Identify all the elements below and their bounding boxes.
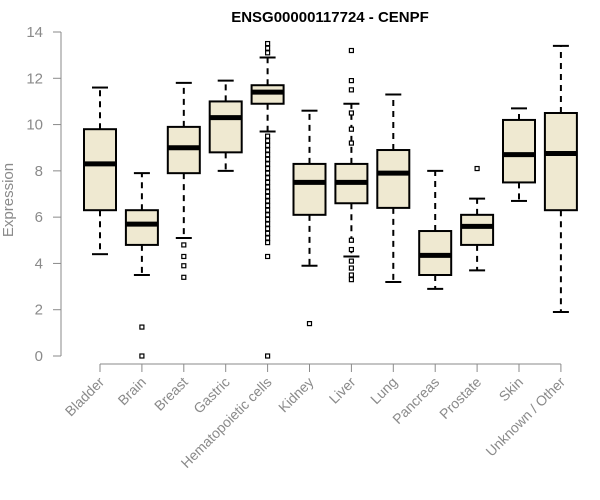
outlier-point — [348, 277, 354, 283]
x-tick-label: Breast — [151, 374, 191, 414]
outlier-point — [265, 45, 271, 51]
outlier-point — [348, 87, 354, 93]
outlier-point — [348, 47, 354, 54]
outlier-point — [265, 235, 271, 241]
x-tick-label: Pancreas — [389, 374, 442, 427]
outlier-point — [265, 147, 271, 153]
outlier-point — [139, 353, 145, 359]
outlier-point — [265, 161, 271, 167]
box-group — [418, 169, 453, 290]
x-tick-label: Lung — [367, 374, 400, 407]
outlier-point — [265, 175, 271, 181]
box-group — [166, 81, 201, 280]
y-tick-label: 8 — [35, 163, 43, 180]
outlier-point — [348, 237, 354, 243]
x-tick-label: Skin — [496, 374, 527, 405]
outlier-point — [265, 230, 271, 236]
outlier-point — [265, 207, 271, 213]
box-group — [250, 40, 285, 359]
outlier-point — [265, 50, 271, 56]
outlier-point — [265, 179, 271, 186]
box-group — [292, 109, 327, 327]
box-group — [502, 107, 536, 202]
x-tick-label: Bladder — [62, 374, 108, 420]
outlier-point — [265, 221, 271, 227]
y-tick-label: 12 — [26, 70, 43, 87]
outlier-point — [181, 274, 187, 280]
y-tick-label: 6 — [35, 209, 43, 226]
outlier-point — [265, 142, 271, 148]
box-iqr — [208, 100, 243, 154]
y-tick-label: 4 — [35, 255, 43, 272]
outlier-point — [265, 240, 271, 246]
box-iqr — [543, 112, 578, 212]
box-iqr — [83, 128, 117, 212]
box-iqr — [376, 149, 411, 209]
box-iqr — [460, 213, 495, 246]
x-tick-label: Liver — [326, 374, 359, 407]
box-iqr — [124, 209, 159, 246]
outlier-point — [474, 165, 480, 172]
y-tick-label: 10 — [26, 117, 43, 134]
outlier-point — [265, 189, 271, 195]
x-tick-label: Brain — [115, 374, 149, 408]
outlier-point — [265, 156, 271, 162]
outlier-point — [348, 265, 354, 271]
y-tick-label: 0 — [35, 348, 43, 365]
box-iqr — [292, 162, 327, 216]
box-group — [124, 172, 159, 359]
outlier-point — [348, 140, 354, 146]
outlier-point — [265, 40, 271, 47]
outlier-point — [265, 170, 271, 176]
y-tick-label: 14 — [26, 24, 43, 41]
outlier-point — [265, 216, 271, 223]
outlier-point — [265, 226, 271, 232]
box-group — [376, 93, 411, 283]
outlier-point — [181, 263, 187, 269]
outlier-point — [265, 184, 271, 190]
outlier-point — [265, 133, 271, 139]
x-tick-label: Unknown / Other — [482, 374, 568, 460]
outlier-point — [181, 242, 187, 248]
outlier-point — [265, 212, 271, 218]
outlier-point — [348, 246, 354, 253]
box-series — [83, 40, 578, 359]
outlier-point — [348, 77, 354, 84]
y-axis: 0 2 4 6 8 10 12 14 — [26, 24, 62, 365]
y-axis-label: Expression — [0, 163, 17, 237]
outlier-point — [265, 253, 271, 260]
outlier-point — [265, 198, 271, 204]
box-group — [334, 47, 369, 283]
outlier-point — [265, 202, 271, 209]
outlier-point — [265, 193, 271, 199]
outlier-point — [348, 110, 354, 116]
box-group — [460, 165, 495, 272]
box-group — [543, 44, 578, 314]
x-tick-label: Kidney — [275, 374, 317, 416]
outlier-point — [265, 138, 271, 144]
box-group — [83, 86, 117, 256]
x-tick-label: Prostate — [436, 374, 484, 422]
outlier-point — [139, 324, 145, 330]
y-tick-label: 2 — [35, 302, 43, 319]
outlier-point — [348, 258, 354, 264]
outlier-point — [306, 321, 313, 327]
outlier-point — [265, 165, 271, 172]
chart-title: ENSG00000117724 - CENPF — [231, 9, 429, 26]
outlier-point — [265, 152, 271, 158]
outlier-point — [348, 126, 354, 132]
box-group — [208, 79, 243, 172]
box-iqr — [502, 118, 536, 184]
outlier-point — [348, 272, 354, 278]
outlier-point — [181, 253, 187, 260]
outlier-point — [265, 353, 271, 359]
